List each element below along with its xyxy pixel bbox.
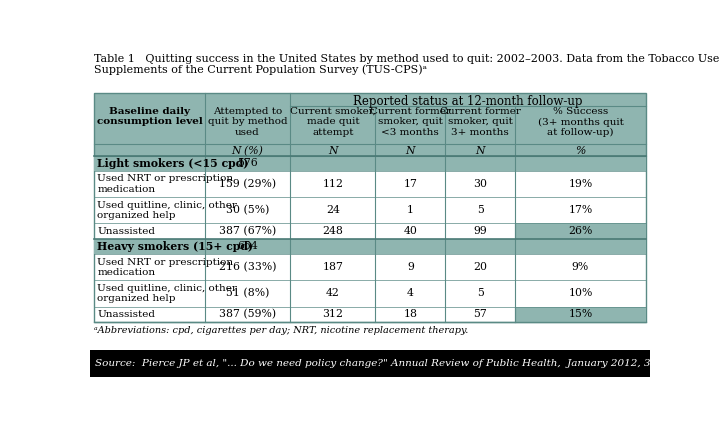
Text: Used quitline, clinic, other
organized help: Used quitline, clinic, other organized h… (97, 201, 237, 220)
Text: 4: 4 (407, 288, 414, 298)
Text: Current former
smoker, quit
3+ months: Current former smoker, quit 3+ months (440, 107, 521, 137)
Text: N: N (475, 145, 485, 156)
Text: %: % (575, 145, 586, 156)
Bar (94, 239, 646, 254)
Text: 40: 40 (404, 226, 417, 236)
Text: 248: 248 (323, 226, 343, 236)
Bar (515, 223, 646, 239)
Text: 112: 112 (322, 179, 344, 189)
Text: 42: 42 (326, 288, 340, 298)
Text: 26%: 26% (568, 226, 593, 236)
Text: ᵃAbbreviations: cpd, cigarettes per day; NRT, nicotine replacement therapy.: ᵃAbbreviations: cpd, cigarettes per day;… (94, 326, 469, 335)
Text: 17%: 17% (568, 205, 593, 215)
Text: 30 (5%): 30 (5%) (226, 205, 269, 215)
Text: 18: 18 (404, 309, 417, 319)
Text: 99: 99 (473, 226, 487, 236)
Text: Reported status at 12-month follow-up: Reported status at 12-month follow-up (353, 95, 583, 108)
Text: 9: 9 (407, 262, 414, 272)
Bar (94, 93, 646, 156)
Text: N: N (328, 145, 338, 156)
Text: 654: 654 (238, 241, 258, 251)
Text: 216 (33%): 216 (33%) (219, 262, 277, 272)
Text: 51 (8%): 51 (8%) (226, 288, 269, 298)
Text: 19%: 19% (568, 179, 593, 189)
Text: 9%: 9% (572, 262, 589, 272)
Text: 15%: 15% (568, 309, 593, 319)
Text: 17: 17 (404, 179, 417, 189)
Text: Supplements of the Current Population Survey (TUS-CPS)ᵃ: Supplements of the Current Population Su… (94, 64, 427, 75)
Text: N (%): N (%) (232, 145, 264, 156)
Text: 387 (67%): 387 (67%) (219, 226, 277, 236)
Text: 312: 312 (322, 309, 344, 319)
Text: 159 (29%): 159 (29%) (219, 179, 276, 189)
Bar (94, 156, 646, 171)
Text: Baseline daily
consumption level: Baseline daily consumption level (97, 107, 202, 126)
Text: Table 1   Quitting success in the United States by method used to quit: 2002–200: Table 1 Quitting success in the United S… (94, 54, 720, 64)
Text: Current former
smoker, quit
<3 months: Current former smoker, quit <3 months (370, 107, 451, 137)
Bar (94, 93, 646, 322)
Text: 1: 1 (406, 205, 414, 215)
Text: Unassisted: Unassisted (97, 310, 155, 319)
Text: Used NRT or prescription
medication: Used NRT or prescription medication (97, 257, 233, 277)
Bar (94, 156, 646, 322)
Text: N: N (406, 145, 415, 156)
Text: 24: 24 (326, 205, 340, 215)
Text: % Success
(3+ months quit
at follow-up): % Success (3+ months quit at follow-up) (537, 107, 623, 137)
Text: 20: 20 (473, 262, 487, 272)
Text: 576: 576 (238, 158, 258, 168)
Text: Light smokers (<15 cpd): Light smokers (<15 cpd) (97, 158, 248, 169)
Text: Current smoker,
made quit
attempt: Current smoker, made quit attempt (290, 107, 375, 137)
Text: Used quitline, clinic, other
organized help: Used quitline, clinic, other organized h… (97, 284, 237, 303)
Text: 10%: 10% (568, 288, 593, 298)
Text: Used NRT or prescription
medication: Used NRT or prescription medication (97, 174, 233, 194)
Text: 30: 30 (473, 179, 487, 189)
Text: 5: 5 (477, 205, 484, 215)
Bar (515, 307, 646, 322)
Bar (90, 350, 650, 377)
Text: Source:  Pierce JP et al, "... Do we need policy change?" Annual Review of Publi: Source: Pierce JP et al, "... Do we need… (95, 359, 722, 368)
Text: Heavy smokers (15+ cpd): Heavy smokers (15+ cpd) (97, 241, 253, 252)
Text: Unassisted: Unassisted (97, 226, 155, 236)
Text: Attempted to
quit by method
used: Attempted to quit by method used (208, 107, 287, 137)
Text: 387 (59%): 387 (59%) (219, 309, 276, 319)
Text: 5: 5 (477, 288, 484, 298)
Text: 57: 57 (473, 309, 487, 319)
Text: 187: 187 (323, 262, 343, 272)
